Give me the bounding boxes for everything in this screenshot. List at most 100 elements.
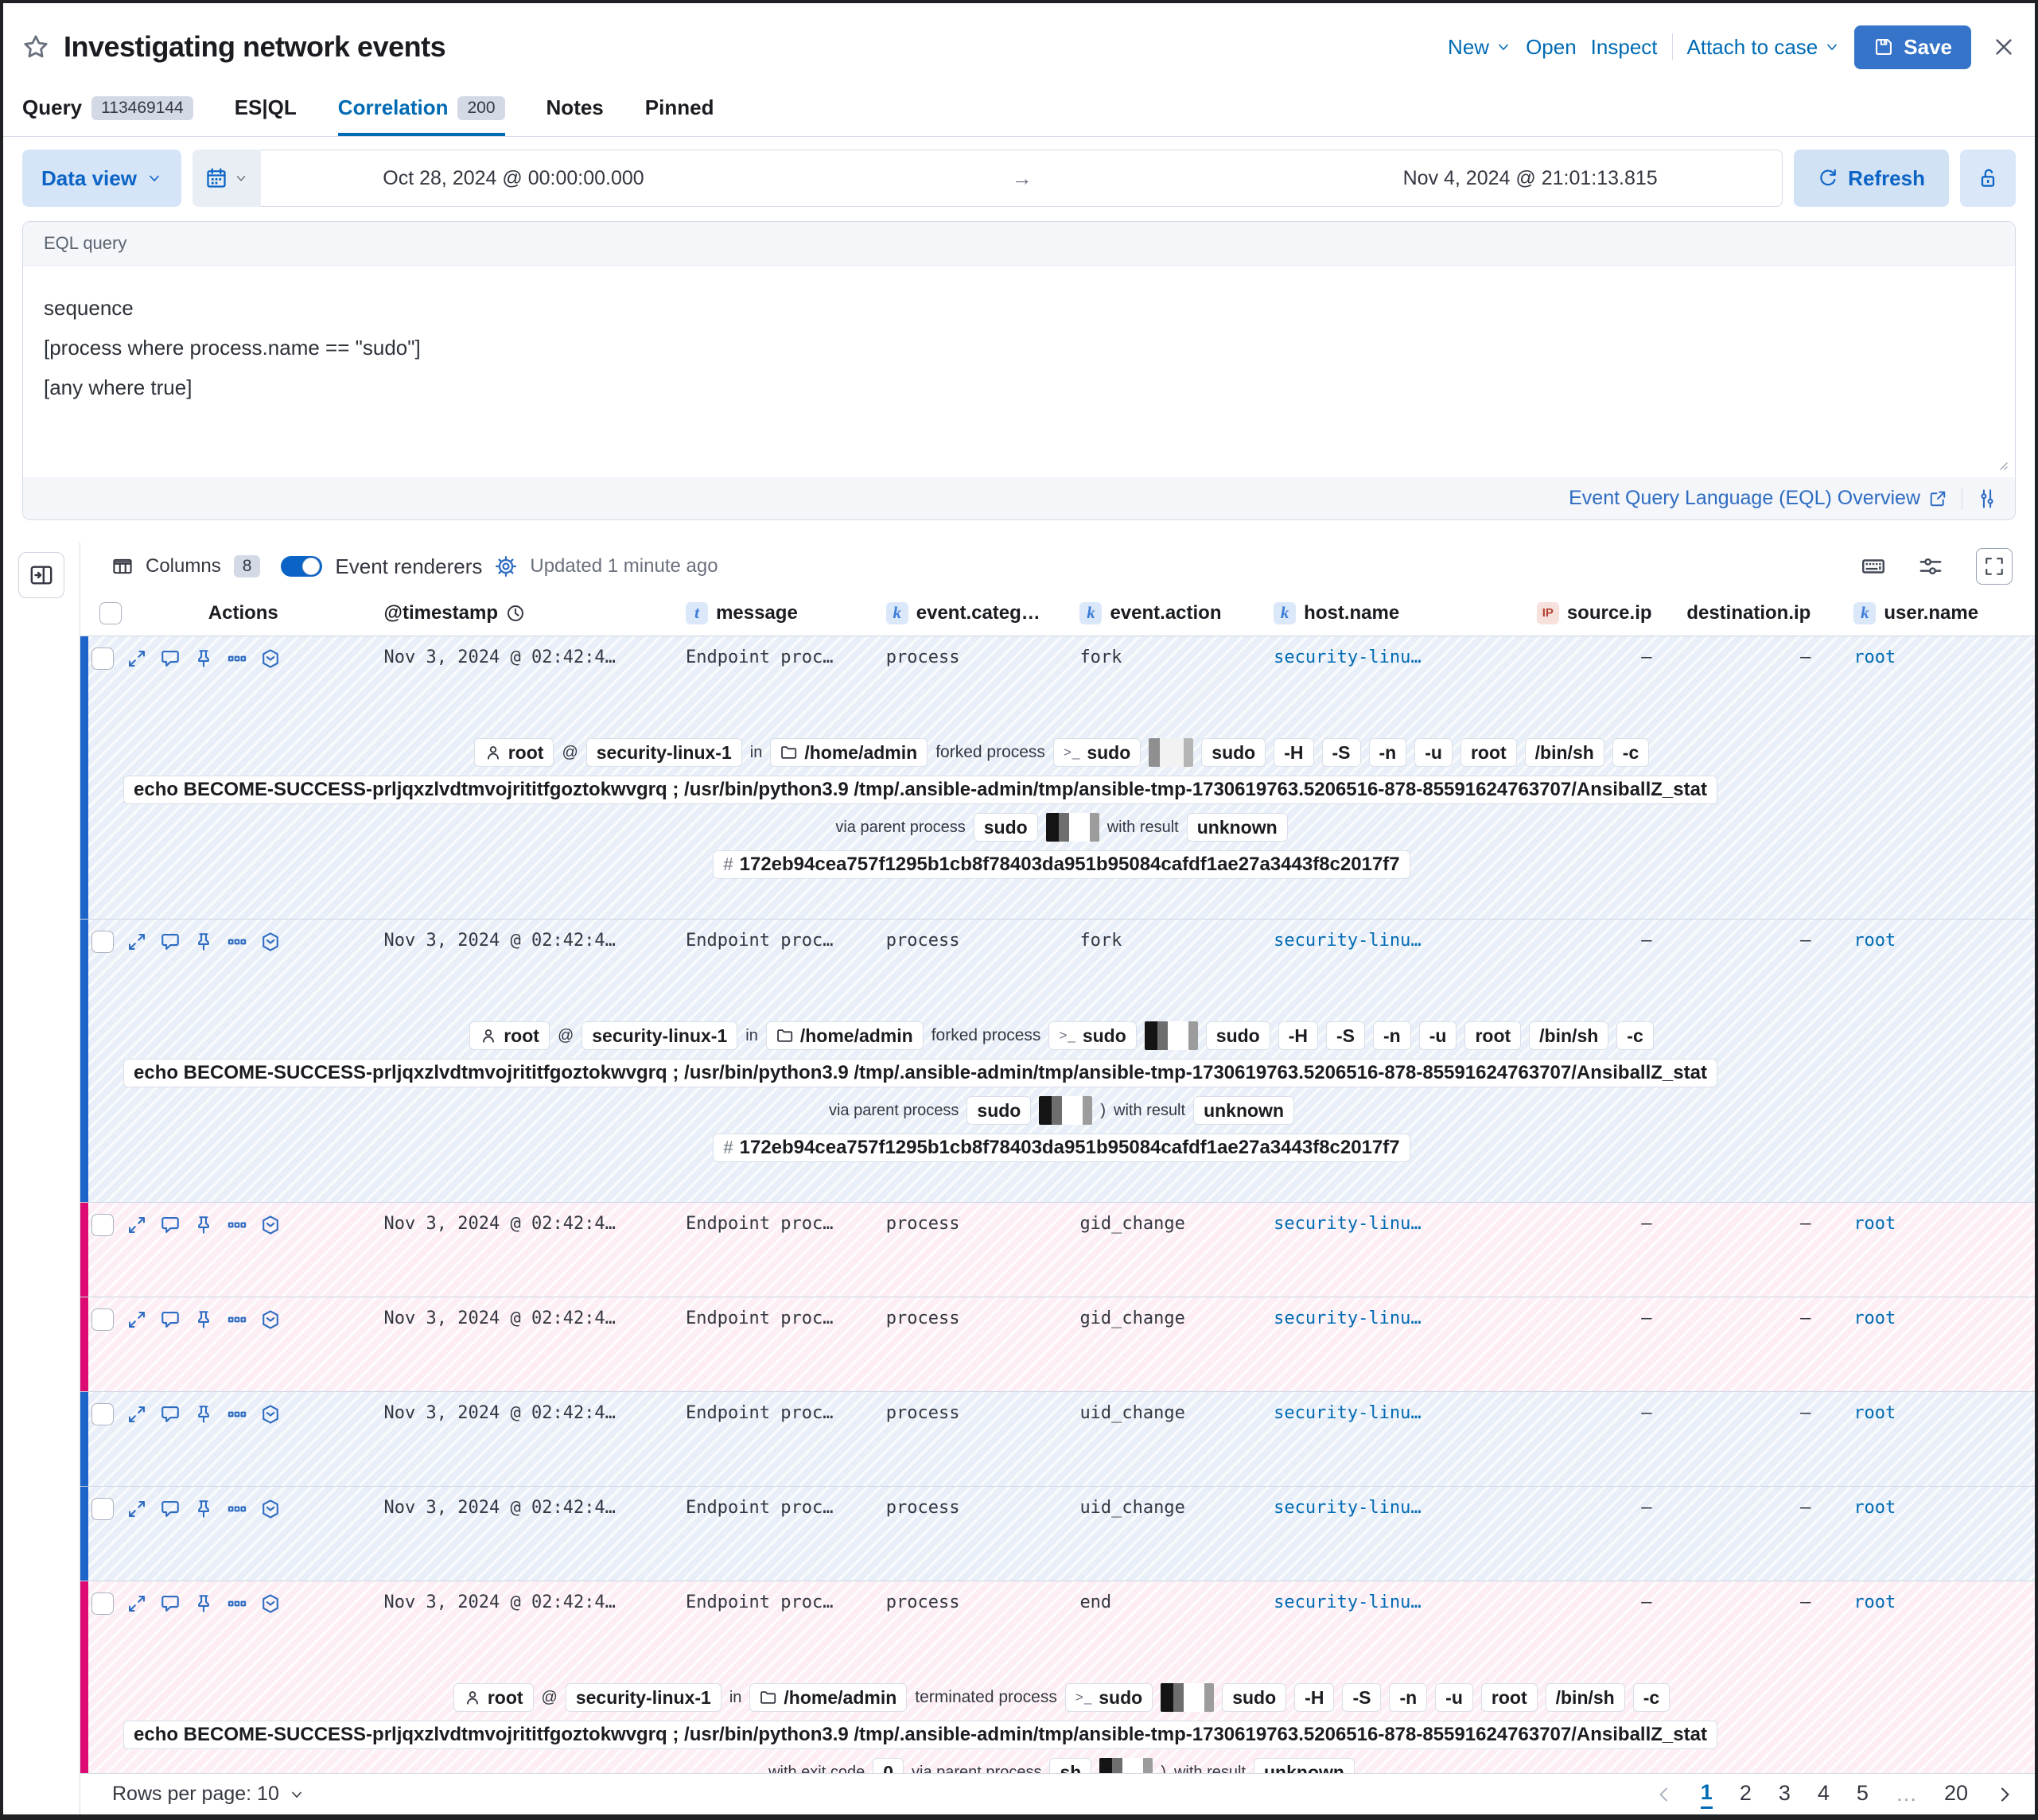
page-number-3[interactable]: 3 [1778, 1781, 1791, 1805]
process-arg-badge[interactable]: -c [1612, 738, 1650, 768]
page-number-4[interactable]: 4 [1817, 1781, 1830, 1805]
add-note-icon[interactable] [160, 648, 181, 669]
file-hash-badge[interactable]: #172eb94cea757f1295b1cb8f78403da951b9508… [713, 1134, 1410, 1163]
header-timestamp[interactable]: @timestamp [373, 602, 675, 624]
process-arg-badge[interactable]: -n [1389, 1683, 1428, 1713]
keyboard-shortcuts-icon[interactable] [1861, 554, 1885, 578]
page-number-20[interactable]: 20 [1943, 1781, 1968, 1805]
host-badge[interactable]: security-linux-1 [581, 1021, 738, 1051]
header-source-ip[interactable]: IP source.ip [1515, 601, 1684, 624]
row-checkbox[interactable] [91, 931, 114, 954]
process-badge[interactable]: >_ sudo [1052, 738, 1142, 768]
process-arg-badge[interactable]: /bin/sh [1529, 1021, 1609, 1051]
working-directory-badge[interactable]: /home/admin [749, 1683, 908, 1713]
analyze-event-icon[interactable] [260, 1309, 281, 1330]
parent-process-badge[interactable]: sh [1049, 1758, 1092, 1773]
process-arg-badge[interactable]: /bin/sh [1545, 1683, 1625, 1713]
command-badge[interactable]: echo BECOME-SUCCESS-prljqxzlvdtmvojritit… [123, 1721, 1717, 1750]
more-actions-icon[interactable] [227, 1309, 247, 1330]
header-host-name[interactable]: k host.name [1262, 601, 1515, 624]
pin-event-icon[interactable] [193, 1404, 214, 1425]
page-number-2[interactable]: 2 [1739, 1781, 1752, 1805]
tab-correlation[interactable]: Correlation 200 [337, 95, 505, 137]
process-arg-badge[interactable]: -H [1294, 1683, 1335, 1713]
process-arg-badge[interactable]: -S [1342, 1683, 1382, 1713]
process-arg-badge[interactable]: -n [1368, 738, 1407, 768]
working-directory-badge[interactable]: /home/admin [765, 1021, 924, 1051]
gear-icon[interactable] [495, 555, 517, 578]
pin-event-icon[interactable] [193, 648, 214, 669]
result-badge[interactable]: unknown [1193, 1096, 1294, 1126]
add-note-icon[interactable] [160, 931, 181, 952]
parent-process-badge[interactable]: sudo [973, 813, 1038, 842]
process-arg-badge[interactable]: -u [1418, 1021, 1457, 1051]
date-quick-select-button[interactable] [192, 150, 261, 208]
rows-per-page-button[interactable]: Rows per page: 10 [112, 1783, 305, 1806]
process-arg-badge[interactable]: /bin/sh [1524, 738, 1604, 768]
pin-event-icon[interactable] [193, 1499, 214, 1519]
refresh-button[interactable]: Refresh [1794, 150, 1949, 208]
expand-event-icon[interactable] [126, 1499, 147, 1519]
header-event-category[interactable]: k event.categ… [875, 601, 1069, 624]
parent-process-badge[interactable]: sudo [966, 1096, 1032, 1126]
add-note-icon[interactable] [160, 1404, 181, 1425]
data-view-button[interactable]: Data view [22, 150, 181, 208]
expand-event-icon[interactable] [126, 1215, 147, 1235]
page-number-1[interactable]: 1 [1700, 1780, 1713, 1809]
pin-event-icon[interactable] [193, 1593, 214, 1614]
event-renderers-toggle[interactable] [281, 556, 323, 578]
row-checkbox[interactable] [91, 1592, 114, 1616]
process-arg-badge[interactable]: -H [1274, 738, 1314, 768]
more-actions-icon[interactable] [227, 1593, 247, 1614]
command-badge[interactable]: echo BECOME-SUCCESS-prljqxzlvdtmvojritit… [123, 1059, 1717, 1088]
row-checkbox[interactable] [91, 1214, 114, 1237]
expand-event-icon[interactable] [126, 1309, 147, 1330]
row-checkbox[interactable] [91, 1498, 114, 1521]
analyze-event-icon[interactable] [260, 1215, 281, 1235]
user-badge[interactable]: root [453, 1683, 534, 1713]
process-arg-badge[interactable]: -u [1414, 738, 1453, 768]
next-page-icon[interactable] [1995, 1785, 2014, 1804]
host-badge[interactable]: security-linux-1 [585, 738, 742, 768]
process-badge[interactable]: >_ sudo [1048, 1021, 1137, 1051]
analyze-event-icon[interactable] [260, 1593, 281, 1614]
process-arg-badge[interactable]: root [1464, 1021, 1522, 1051]
user-badge[interactable]: root [469, 1021, 550, 1051]
columns-button[interactable]: Columns [146, 555, 221, 578]
save-button[interactable]: Save [1854, 25, 1971, 69]
eql-settings-icon[interactable] [1977, 488, 1997, 509]
process-arg-badge[interactable]: root [1460, 738, 1517, 768]
add-note-icon[interactable] [160, 1215, 181, 1235]
page-number-5[interactable]: 5 [1856, 1781, 1869, 1805]
attach-to-case-button[interactable]: Attach to case [1687, 35, 1841, 60]
host-badge[interactable]: security-linux-1 [565, 1683, 721, 1713]
process-arg-badge[interactable]: -c [1616, 1021, 1654, 1051]
process-arg-badge[interactable]: sudo [1201, 738, 1266, 768]
inspect-button[interactable]: Inspect [1590, 34, 1658, 59]
row-checkbox[interactable] [91, 648, 114, 671]
process-arg-badge[interactable]: root [1480, 1683, 1538, 1713]
expand-event-icon[interactable] [126, 931, 147, 952]
resize-handle[interactable] [1996, 458, 2009, 471]
header-message[interactable]: t message [675, 601, 875, 624]
analyze-event-icon[interactable] [260, 648, 281, 669]
process-badge[interactable]: >_ sudo [1064, 1683, 1153, 1713]
tab-notes[interactable]: Notes [546, 95, 604, 120]
favorite-star-icon[interactable] [22, 33, 49, 60]
tab-pinned[interactable]: Pinned [644, 95, 714, 120]
eql-query-textarea[interactable]: sequence [process where process.name == … [23, 266, 2015, 478]
fullscreen-button[interactable] [1976, 548, 2013, 585]
select-all-checkbox[interactable] [99, 601, 122, 624]
end-date-input[interactable]: Nov 4, 2024 @ 21:01:13.815 [1402, 166, 1658, 189]
header-destination-ip[interactable]: IP destination.ip [1684, 602, 1843, 624]
process-arg-badge[interactable]: -n [1373, 1021, 1411, 1051]
close-icon[interactable] [1992, 35, 2016, 59]
eql-overview-link[interactable]: Event Query Language (EQL) Overview [1569, 487, 1947, 510]
process-arg-badge[interactable]: sudo [1205, 1021, 1270, 1051]
add-note-icon[interactable] [160, 1593, 181, 1614]
process-arg-badge[interactable]: -c [1632, 1683, 1670, 1713]
pin-event-icon[interactable] [193, 1215, 214, 1235]
add-note-icon[interactable] [160, 1499, 181, 1519]
display-options-icon[interactable] [1919, 554, 1943, 578]
expand-event-icon[interactable] [126, 1593, 147, 1614]
